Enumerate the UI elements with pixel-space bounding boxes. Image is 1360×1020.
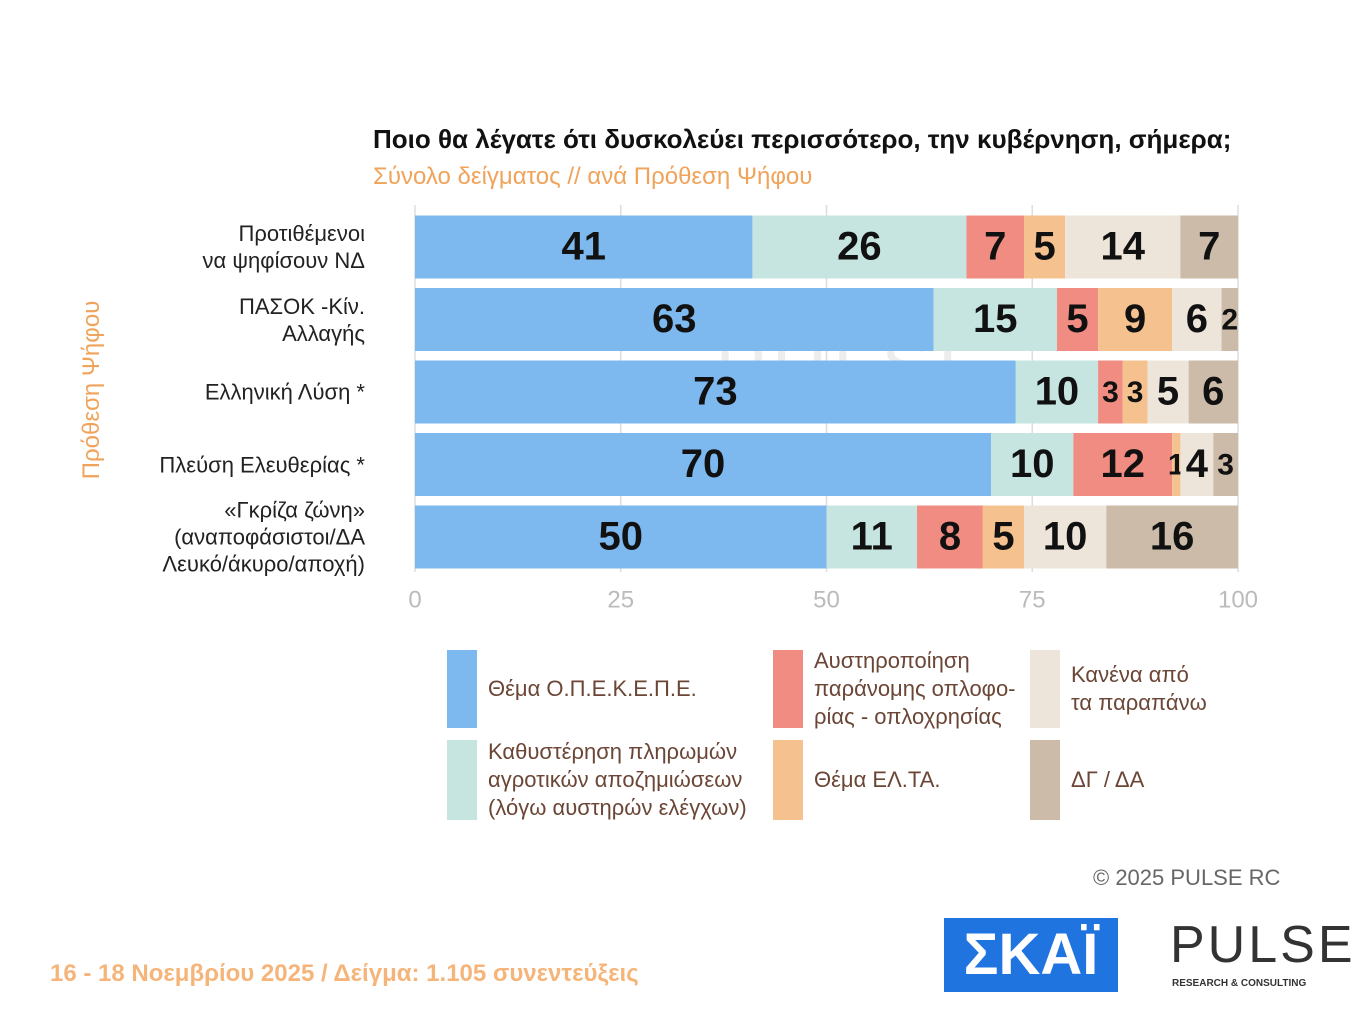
bar-segment <box>1147 360 1189 424</box>
legend-swatch <box>447 740 477 820</box>
bar-segment <box>1015 360 1099 424</box>
data-label: 3 <box>1217 448 1234 481</box>
logo-skai: ΣΚΑΪ <box>944 918 1118 992</box>
data-label: 41 <box>561 225 606 269</box>
bar-segment <box>1073 433 1173 496</box>
x-tick-label: 25 <box>607 586 634 613</box>
bar-segment <box>933 288 1057 351</box>
category-label: Πλεύση Ελευθερίας * <box>159 452 365 477</box>
data-label: 73 <box>693 370 738 414</box>
bar-segment <box>982 505 1025 569</box>
bar-segment <box>1221 288 1238 351</box>
y-axis-label: Πρόθεση Ψήφου <box>78 300 105 480</box>
legend-label: Αυστηροποίηση παράνομης οπλοφο- ρίας - ο… <box>814 648 1016 729</box>
data-label: 5 <box>992 515 1014 559</box>
legend-label: Καθυστέρηση πληρωμών αγροτικών αποζημιώσ… <box>488 739 747 820</box>
data-label: 6 <box>1202 370 1224 414</box>
copyright: © 2025 PULSE RC <box>1093 865 1281 890</box>
data-label: 3 <box>1102 376 1119 409</box>
bar-segment <box>415 288 934 351</box>
bar-segment <box>1172 433 1181 496</box>
data-label: 5 <box>1157 370 1179 414</box>
bar-segment <box>1213 433 1238 496</box>
logo-pulse: PULSE <box>1170 916 1356 974</box>
legend-label: ΔΓ / ΔΑ <box>1071 767 1145 792</box>
bar-segment <box>991 433 1074 496</box>
bar-segment <box>1098 360 1123 424</box>
bar-segment <box>917 505 983 569</box>
data-label: 63 <box>652 297 697 341</box>
bar-segment <box>1172 288 1222 351</box>
bar-segment <box>1024 505 1107 569</box>
data-label: 14 <box>1101 225 1146 269</box>
data-label: 26 <box>837 225 882 269</box>
bar-segment <box>1180 215 1238 279</box>
data-label: 70 <box>681 442 726 486</box>
data-label: 11 <box>851 515 893 559</box>
bar-segment <box>1098 288 1173 351</box>
data-label: 4 <box>1186 442 1209 486</box>
data-label: 10 <box>1010 442 1055 486</box>
legend-label: Κανένα από τα παραπάνω <box>1071 662 1207 715</box>
category-label: ΠΑΣΟΚ -Κίν. Αλλαγής <box>238 293 365 346</box>
x-tick-label: 0 <box>408 586 421 613</box>
bar-segment <box>1188 360 1238 424</box>
data-label: 7 <box>984 225 1006 269</box>
data-label: 12 <box>1101 442 1146 486</box>
bar-segment <box>1122 360 1148 424</box>
x-tick-label: 100 <box>1218 586 1258 613</box>
bar-segment <box>1065 215 1181 279</box>
data-label: 10 <box>1035 370 1080 414</box>
bar-segment <box>752 215 967 279</box>
data-label: 10 <box>1043 515 1088 559</box>
legend-swatch <box>1030 650 1060 728</box>
bar-segment <box>826 505 918 569</box>
legend-swatch <box>1030 740 1060 820</box>
legend-swatch <box>773 740 803 820</box>
data-label: 50 <box>599 515 644 559</box>
category-label: Προτιθέμενοι να ψηφίσουν ΝΔ <box>202 221 365 273</box>
legend-swatch <box>773 650 803 728</box>
data-label: 9 <box>1124 297 1146 341</box>
data-label: 7 <box>1198 225 1220 269</box>
category-label: «Γκρίζα ζώνη» (αναποφάσιστοι/ΔΑ Λευκό/άκ… <box>162 497 365 577</box>
footer: 16 - 18 Νοεμβρίου 2025 / Δείγμα: 1.105 σ… <box>50 960 639 987</box>
data-label: 3 <box>1127 376 1144 409</box>
bar-segment <box>415 505 827 569</box>
legend-swatch <box>447 650 477 728</box>
bar-segment <box>966 215 1025 279</box>
chart-title: Ποιο θα λέγατε ότι δυσκολεύει περισσότερ… <box>373 124 1232 154</box>
category-label: Ελληνική Λύση * <box>204 379 365 405</box>
bar-segment <box>1056 288 1099 351</box>
legend-label: Θέμα ΕΛ.ΤΑ. <box>814 767 941 792</box>
bar-segment <box>415 215 753 279</box>
data-label: 15 <box>973 297 1018 341</box>
x-tick-label: 75 <box>1019 586 1046 613</box>
data-label: 2 <box>1221 303 1238 336</box>
bar-segment <box>1106 505 1238 569</box>
subtitle: Σύνολο δείγματος // ανά Πρόθεση Ψήφου <box>373 163 813 190</box>
bar-segment <box>1024 215 1066 279</box>
data-label: 8 <box>939 515 961 559</box>
x-tick-label: 50 <box>813 586 840 613</box>
logo-pulse-sub: RESEARCH & CONSULTING <box>1172 978 1307 989</box>
data-label: 5 <box>1066 297 1088 341</box>
data-label: 6 <box>1186 297 1208 341</box>
data-label: 5 <box>1033 225 1055 269</box>
bar-segment <box>1180 433 1214 496</box>
legend-label: Θέμα Ο.Π.Ε.Κ.Ε.Π.Ε. <box>488 676 697 701</box>
data-label: 16 <box>1150 515 1195 559</box>
bar-segment <box>415 433 992 496</box>
bar-segment <box>415 360 1016 424</box>
